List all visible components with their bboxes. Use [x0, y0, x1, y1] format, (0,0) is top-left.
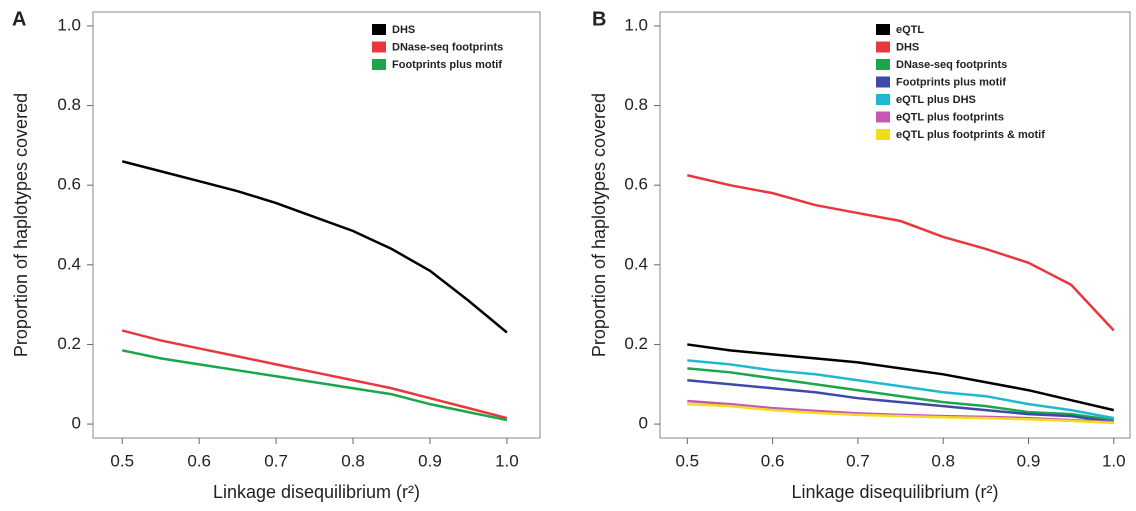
data-line	[121, 329, 508, 420]
data-line	[121, 349, 508, 422]
panel-label: A	[12, 8, 26, 30]
data-line	[687, 402, 1114, 425]
legend-label: eQTL plus DHS	[896, 94, 976, 106]
y-tick-label: 0.2	[624, 334, 648, 353]
plot-frame	[92, 11, 541, 439]
data-line	[687, 359, 1115, 420]
legend-label: eQTL plus footprints	[896, 111, 1004, 123]
y-tick-label: 0	[639, 414, 648, 433]
y-tick-label: 0.8	[624, 95, 648, 114]
x-axis-label: Linkage disequilibrium (r²)	[791, 482, 998, 502]
data-line	[121, 160, 508, 334]
legend-label: Footprints plus motif	[896, 76, 1006, 88]
legend-label: eQTL plus footprints & motif	[896, 129, 1045, 141]
legend-swatch	[372, 59, 386, 70]
legend-swatch	[372, 24, 386, 35]
legend-label: DHS	[896, 41, 919, 53]
legend-swatch	[876, 94, 890, 105]
x-tick-label: 0.5	[110, 451, 134, 470]
y-tick-label: 0.6	[57, 175, 81, 194]
data-line	[687, 379, 1114, 424]
x-tick-label: 0.8	[341, 451, 365, 470]
x-tick-label: 1.0	[1102, 451, 1126, 470]
x-tick-label: 0.9	[418, 451, 442, 470]
y-axis-label: Proportion of haplotypes covered	[11, 93, 31, 357]
x-tick-label: 0.6	[761, 451, 785, 470]
legend-swatch	[372, 41, 386, 53]
panel-label: B	[592, 8, 606, 30]
x-tick-label: 1.0	[495, 451, 519, 470]
y-tick-label: 1.0	[57, 15, 81, 34]
legend-swatch	[876, 59, 890, 70]
x-tick-label: 0.7	[264, 451, 288, 470]
legend-label: DNase-seq footprints	[896, 59, 1007, 71]
legend-label: DHS	[392, 24, 415, 36]
legend-label: eQTL	[896, 24, 924, 36]
legend-label: DNase-seq footprints	[392, 41, 503, 53]
x-tick-label: 0.6	[187, 451, 211, 470]
x-tick-label: 0.9	[1017, 451, 1041, 470]
x-tick-label: 0.7	[846, 451, 870, 470]
plot-frame	[659, 11, 1131, 439]
y-tick-label: 0.2	[57, 334, 81, 353]
y-tick-label: 1.0	[624, 15, 648, 34]
y-tick-label: 0.6	[624, 175, 648, 194]
x-tick-label: 0.8	[931, 451, 955, 470]
y-tick-label: 0.4	[57, 254, 81, 273]
legend-label: Footprints plus motif	[392, 59, 502, 71]
data-line	[687, 174, 1115, 332]
y-tick-label: 0.8	[57, 95, 81, 114]
data-line	[687, 343, 1115, 412]
legend-swatch	[876, 129, 890, 140]
y-axis-label: Proportion of haplotypes covered	[589, 93, 609, 357]
legend-swatch	[876, 41, 890, 53]
data-line	[687, 367, 1114, 422]
legend-swatch	[876, 76, 890, 88]
x-axis-label: Linkage disequilibrium (r²)	[213, 482, 420, 502]
legend-swatch	[876, 24, 890, 35]
x-tick-label: 0.5	[675, 451, 699, 470]
legend-swatch	[876, 111, 890, 123]
y-tick-label: 0.4	[624, 254, 648, 273]
y-tick-label: 0	[72, 414, 81, 433]
